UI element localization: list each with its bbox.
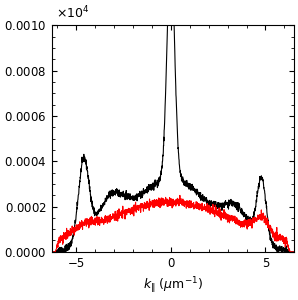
Text: $\times10^4$: $\times10^4$: [56, 4, 90, 21]
X-axis label: $k_{\|}$ ($\mu$m$^{-1}$): $k_{\|}$ ($\mu$m$^{-1}$): [143, 275, 203, 296]
